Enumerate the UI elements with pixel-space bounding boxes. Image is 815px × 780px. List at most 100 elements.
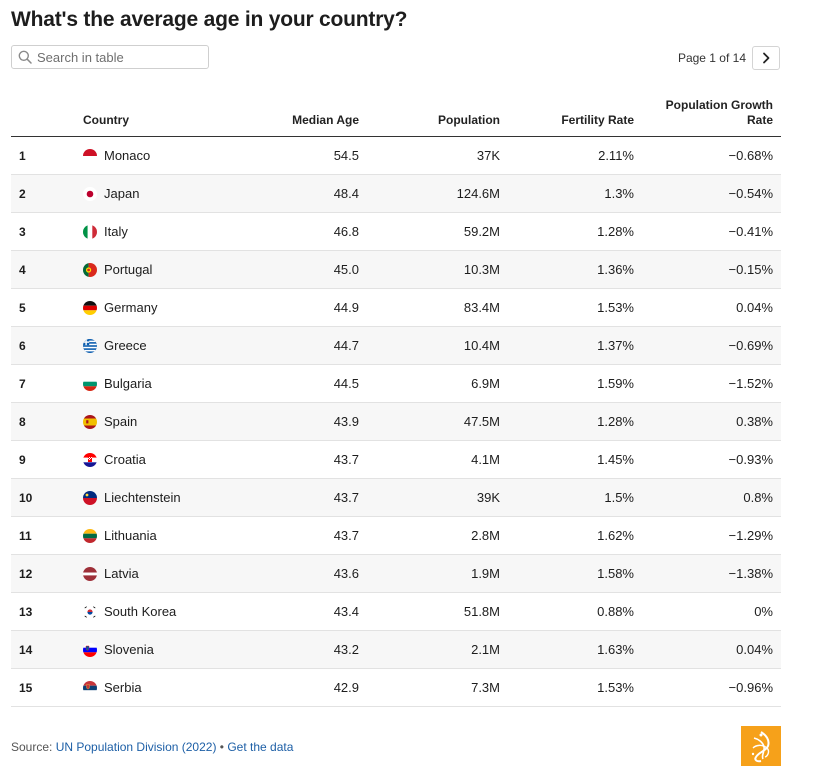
croatia-flag-icon (83, 452, 97, 467)
country-cell-content: Italy (83, 224, 233, 239)
rank-cell: 12 (11, 554, 75, 593)
column-header-country[interactable]: Country (75, 92, 241, 137)
bulgaria-flag-icon (83, 376, 97, 391)
country-name: Croatia (104, 452, 146, 467)
population-cell: 59.2M (367, 212, 508, 251)
table-row: 11 Lithuania 43.7 2.8M 1.62% −1.29% (11, 516, 781, 555)
japan-flag-icon (83, 186, 97, 201)
population-cell: 37K (367, 136, 508, 175)
country-name: Germany (104, 300, 158, 315)
country-name: Greece (104, 338, 147, 353)
country-name: Serbia (104, 680, 142, 695)
al-jazeera-logo-icon[interactable] (741, 726, 781, 766)
country-cell: Lithuania (75, 516, 241, 555)
fertility-rate-cell: 1.62% (508, 516, 642, 555)
rank-cell: 3 (11, 212, 75, 251)
country-cell: Spain (75, 402, 241, 441)
rank-cell: 1 (11, 136, 75, 175)
footer-separator: • (216, 740, 228, 754)
source-link[interactable]: UN Population Division (2022) (55, 740, 217, 754)
search-icon (18, 50, 32, 64)
column-header-population-growth-rate[interactable]: Population Growth Rate (642, 92, 781, 137)
slovenia-flag-icon (83, 642, 97, 657)
country-name: Monaco (104, 148, 151, 163)
country-cell-content: Japan (83, 186, 233, 201)
rank-cell: 2 (11, 174, 75, 213)
country-name: Spain (104, 414, 138, 429)
country-cell: Greece (75, 326, 241, 365)
population-growth-rate-cell: 0.8% (642, 478, 781, 517)
fertility-rate-cell: 1.53% (508, 668, 642, 707)
median-age-cell: 43.6 (241, 554, 367, 593)
page-title: What's the average age in your country? (11, 8, 408, 31)
search-box[interactable] (11, 45, 209, 69)
greece-flag-icon (83, 338, 97, 353)
table-row: 13 South Korea 43.4 51.8M 0.88% 0% (11, 592, 781, 631)
next-page-button[interactable] (752, 46, 780, 70)
spain-flag-icon (83, 414, 97, 429)
median-age-cell: 43.9 (241, 402, 367, 441)
fertility-rate-cell: 0.88% (508, 592, 642, 631)
fertility-rate-cell: 1.28% (508, 402, 642, 441)
country-cell-content: Monaco (83, 148, 233, 163)
country-cell-content: Germany (83, 300, 233, 315)
population-growth-rate-cell: 0% (642, 592, 781, 631)
latvia-flag-icon (83, 566, 97, 581)
median-age-cell: 45.0 (241, 250, 367, 289)
country-cell-content: Croatia (83, 452, 233, 467)
fertility-rate-cell: 2.11% (508, 136, 642, 175)
country-name: Bulgaria (104, 376, 152, 391)
search-input[interactable] (37, 49, 197, 65)
get-the-data-link[interactable]: Get the data (227, 740, 294, 754)
population-cell: 51.8M (367, 592, 508, 631)
rank-cell: 8 (11, 402, 75, 441)
source-prefix: Source: (11, 740, 56, 754)
table-row: 15 Serbia 42.9 7.3M 1.53% −0.96% (11, 668, 781, 707)
pagination: Page 1 of 14 (678, 46, 780, 70)
rank-cell: 4 (11, 250, 75, 289)
fertility-rate-cell: 1.58% (508, 554, 642, 593)
fertility-rate-cell: 1.5% (508, 478, 642, 517)
fertility-rate-cell: 1.28% (508, 212, 642, 251)
population-growth-rate-cell: −0.68% (642, 136, 781, 175)
population-cell: 1.9M (367, 554, 508, 593)
south-korea-flag-icon (83, 604, 97, 619)
population-growth-rate-cell: −1.38% (642, 554, 781, 593)
data-table: Country Median Age Population Fertility … (11, 92, 781, 707)
column-header-population[interactable]: Population (367, 92, 508, 137)
germany-flag-icon (83, 300, 97, 315)
table-row: 1 Monaco 54.5 37K 2.11% −0.68% (11, 136, 781, 175)
country-cell: Portugal (75, 250, 241, 289)
median-age-cell: 43.7 (241, 440, 367, 479)
lithuania-flag-icon (83, 528, 97, 543)
serbia-flag-icon (83, 680, 97, 695)
country-name: Italy (104, 224, 128, 239)
country-cell: Liechtenstein (75, 478, 241, 517)
country-cell-content: Latvia (83, 566, 233, 581)
population-growth-rate-cell: −1.52% (642, 364, 781, 403)
table-row: 6 Greece 44.7 10.4M 1.37% −0.69% (11, 326, 781, 365)
country-cell: Croatia (75, 440, 241, 479)
country-cell-content: Bulgaria (83, 376, 233, 391)
column-header-fertility-rate[interactable]: Fertility Rate (508, 92, 642, 137)
source-note: Source: UN Population Division (2022) • … (11, 740, 293, 754)
rank-cell: 9 (11, 440, 75, 479)
fertility-rate-cell: 1.59% (508, 364, 642, 403)
median-age-cell: 42.9 (241, 668, 367, 707)
column-header-median-age[interactable]: Median Age (241, 92, 367, 137)
table-row: 10 Liechtenstein 43.7 39K 1.5% 0.8% (11, 478, 781, 517)
median-age-cell: 44.7 (241, 326, 367, 365)
country-cell: Japan (75, 174, 241, 213)
median-age-cell: 48.4 (241, 174, 367, 213)
table-row: 8 Spain 43.9 47.5M 1.28% 0.38% (11, 402, 781, 441)
population-growth-rate-cell: −0.93% (642, 440, 781, 479)
country-cell: Serbia (75, 668, 241, 707)
country-cell-content: Portugal (83, 262, 233, 277)
population-cell: 4.1M (367, 440, 508, 479)
population-growth-rate-cell: 0.04% (642, 630, 781, 669)
page-indicator: Page 1 of 14 (677, 51, 746, 65)
population-cell: 83.4M (367, 288, 508, 327)
country-cell: Latvia (75, 554, 241, 593)
rank-cell: 14 (11, 630, 75, 669)
country-cell-content: Slovenia (83, 642, 233, 657)
